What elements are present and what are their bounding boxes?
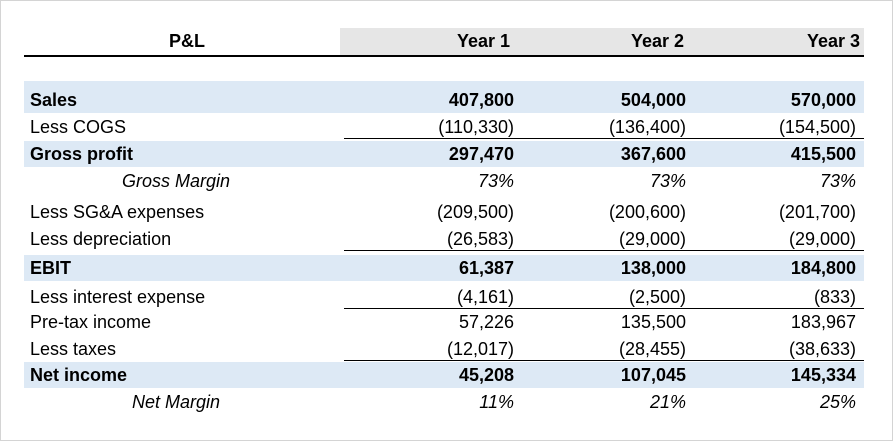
row-label: Gross Margin: [122, 171, 231, 191]
column-header-year-1: Year 1: [456, 31, 510, 51]
cell-year-2: (2,500): [628, 287, 686, 307]
row-label: Less interest expense: [30, 287, 206, 307]
header-shade: [340, 28, 864, 55]
cell-year-1: 297,470: [448, 144, 514, 164]
underline: [691, 250, 864, 251]
table-row-ebit: EBIT 61,387 138,000 184,800: [24, 255, 864, 281]
table-row-taxes: Less taxes (12,017) (28,455) (38,633): [24, 336, 864, 362]
row-label: Less SG&A expenses: [30, 202, 205, 222]
cell-year-3: (29,000): [788, 229, 856, 249]
cell-year-2: 504,000: [620, 90, 686, 110]
cell-year-3: 183,967: [790, 312, 856, 332]
cell-year-3: 415,500: [790, 144, 856, 164]
cell-year-2: 73%: [649, 171, 686, 191]
cell-year-1: 57,226: [458, 312, 514, 332]
cell-year-2: 367,600: [620, 144, 686, 164]
cell-year-2: 135,500: [620, 312, 686, 332]
spacer-band: [24, 81, 864, 88]
underline: [519, 308, 691, 309]
cell-year-3: (38,633): [788, 339, 856, 359]
cell-year-1: 61,387: [458, 258, 514, 278]
cell-year-3: (154,500): [778, 117, 856, 137]
table-row-sales: Sales 407,800 504,000 570,000: [24, 87, 864, 113]
cell-year-1: (26,583): [446, 229, 514, 249]
cell-year-2: 21%: [649, 392, 686, 412]
cell-year-3: (201,700): [778, 202, 856, 222]
underline: [691, 360, 864, 361]
cell-year-1: (4,161): [456, 287, 514, 307]
cell-year-2: (136,400): [608, 117, 686, 137]
cell-year-1: 407,800: [448, 90, 514, 110]
row-label: EBIT: [30, 258, 72, 278]
underline: [691, 308, 864, 309]
column-header-year-3: Year 3: [806, 31, 860, 51]
underline: [519, 250, 691, 251]
row-label: Less depreciation: [30, 229, 172, 249]
cell-year-3: 73%: [819, 171, 856, 191]
header-rule: [24, 55, 864, 57]
underline: [519, 360, 691, 361]
underline: [344, 250, 519, 251]
row-label: Net Margin: [132, 392, 221, 412]
table-row-depreciation: Less depreciation (26,583) (29,000) (29,…: [24, 226, 864, 252]
cell-year-1: 45,208: [458, 365, 514, 385]
row-label: Less COGS: [30, 117, 127, 137]
table-title: P&L: [169, 31, 205, 51]
table-row-interest: Less interest expense (4,161) (2,500) (8…: [24, 284, 864, 310]
row-label: Pre-tax income: [30, 312, 152, 332]
underline: [519, 138, 691, 139]
table-row-net-income: Net income 45,208 107,045 145,334: [24, 362, 864, 388]
cell-year-3: 145,334: [790, 365, 856, 385]
row-label: Less taxes: [30, 339, 117, 359]
table-row-gross-margin: Gross Margin 73% 73% 73%: [24, 168, 864, 194]
table-row-gross-profit: Gross profit 297,470 367,600 415,500: [24, 141, 864, 167]
cell-year-3: 184,800: [790, 258, 856, 278]
table-row-net-margin: Net Margin 11% 21% 25%: [24, 389, 864, 415]
row-label: Gross profit: [30, 144, 134, 164]
cell-year-2: (200,600): [608, 202, 686, 222]
underline: [691, 138, 864, 139]
row-label: Net income: [30, 365, 128, 385]
cell-year-1: (12,017): [446, 339, 514, 359]
row-label: Sales: [30, 90, 78, 110]
cell-year-3: 570,000: [790, 90, 856, 110]
table-row-cogs: Less COGS (110,330) (136,400) (154,500): [24, 114, 864, 140]
table-row-pretax: Pre-tax income 57,226 135,500 183,967: [24, 309, 864, 335]
table-row-sga: Less SG&A expenses (209,500) (200,600) (…: [24, 199, 864, 225]
cell-year-2: 138,000: [620, 258, 686, 278]
underline: [344, 360, 519, 361]
cell-year-3: (833): [813, 287, 856, 307]
cell-year-2: 107,045: [620, 365, 686, 385]
cell-year-1: (110,330): [438, 117, 514, 137]
cell-year-3: 25%: [819, 392, 856, 412]
cell-year-2: (28,455): [618, 339, 686, 359]
underline: [344, 138, 519, 139]
column-header-year-2: Year 2: [630, 31, 684, 51]
cell-year-1: (209,500): [436, 202, 514, 222]
cell-year-1: 11%: [479, 392, 514, 412]
underline: [344, 308, 519, 309]
cell-year-1: 73%: [477, 171, 514, 191]
cell-year-2: (29,000): [618, 229, 686, 249]
